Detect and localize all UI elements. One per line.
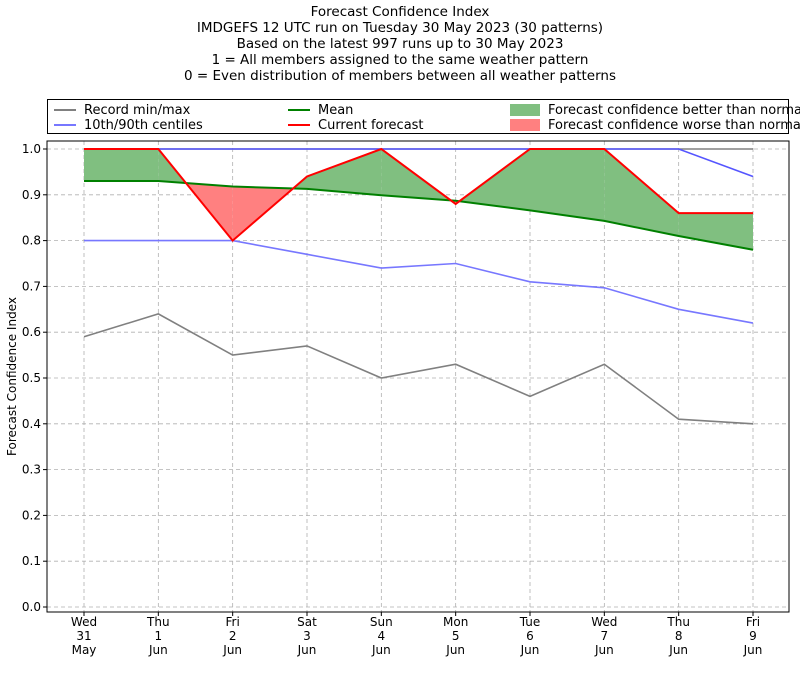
y-tick-label: 0.0 — [22, 600, 41, 614]
series-line-mean — [84, 180, 754, 251]
chart-subtitle-run: IMDGEFS 12 UTC run on Tuesday 30 May 202… — [196, 20, 604, 36]
x-tick-label-line: 7 — [601, 629, 609, 643]
fill-better-than-normal — [530, 149, 605, 221]
x-tick-label-line: Wed — [591, 615, 617, 629]
x-tick-label-line: Jun — [371, 643, 391, 657]
x-tick-label: Thu 8 Jun — [666, 615, 690, 657]
y-tick-label: 0.3 — [22, 463, 41, 477]
chart-legend: Record min/max 10th/90th centiles Mean C… — [47, 99, 800, 134]
x-tick-label-line: Jun — [668, 643, 688, 657]
legend-item-worse: Forecast confidence worse than normal — [510, 117, 800, 133]
x-tick-label: Wed 7 Jun — [591, 615, 617, 657]
x-tick-label-line: Jun — [743, 643, 763, 657]
chart-title: Forecast Confidence Index — [310, 4, 490, 20]
x-tick-label-line: Jun — [520, 643, 540, 657]
legend-swatch-mean — [288, 109, 310, 111]
y-tick-label: 0.5 — [22, 371, 41, 385]
x-tick-label-line: 2 — [229, 629, 237, 643]
x-tick-label-line: 9 — [749, 629, 757, 643]
chart-titles: Forecast Confidence Index IMDGEFS 12 UTC… — [0, 4, 800, 84]
x-tick-label-line: Jun — [594, 643, 614, 657]
chart-subtitle-runs: Based on the latest 997 runs up to 30 Ma… — [236, 36, 564, 52]
x-tick-label-line: Fri — [746, 615, 760, 629]
x-tick-label: Sun 4 Jun — [370, 615, 393, 657]
y-tick-label: 0.1 — [22, 554, 41, 568]
x-tick-label-line: Mon — [443, 615, 468, 629]
x-tick-label: Fri 9 Jun — [743, 615, 763, 657]
fill-better-than-normal — [84, 149, 159, 182]
y-axis-label: Forecast Confidence Index — [5, 297, 19, 456]
series-line-p90 — [84, 148, 754, 178]
x-tick-label: Wed 31 May — [71, 615, 97, 657]
x-tick-label-line: 1 — [155, 629, 163, 643]
x-tick-label: Tue 6 Jun — [519, 615, 541, 657]
legend-label-record: Record min/max — [84, 102, 191, 118]
legend-swatch-centiles — [54, 124, 76, 126]
x-tick-label-line: 3 — [303, 629, 311, 643]
legend-swatch-worse — [510, 119, 540, 131]
x-tick-label-line: May — [72, 643, 97, 657]
x-tick-label-line: 6 — [526, 629, 534, 643]
x-tick-label-line: Wed — [71, 615, 97, 629]
legend-swatch-better — [510, 104, 540, 116]
legend-label-better: Forecast confidence better than normal — [548, 102, 800, 118]
legend-label-worse: Forecast confidence worse than normal — [548, 117, 800, 133]
x-tick-label: Sat 3 Jun — [297, 615, 318, 657]
legend-swatch-record — [54, 109, 76, 111]
x-tick-label-line: Jun — [445, 643, 465, 657]
legend-item-centiles: 10th/90th centiles — [54, 117, 203, 133]
legend-label-current: Current forecast — [318, 117, 424, 133]
y-tick-label: 0.9 — [22, 188, 41, 202]
chart-subtitle-scale-max: 1 = All members assigned to the same wea… — [211, 52, 589, 68]
series-line-p10 — [84, 239, 754, 324]
x-tick-label-line: Sun — [370, 615, 393, 629]
fill-better-than-normal — [307, 149, 382, 196]
legend-swatch-current — [288, 124, 310, 126]
y-tick-label: 0.4 — [22, 417, 41, 431]
x-tick-label-line: Jun — [297, 643, 317, 657]
series-line-record-min — [83, 313, 754, 425]
chart-subtitle-scale-min: 0 = Even distribution of members between… — [183, 68, 617, 84]
x-tick-label-line: Sat — [297, 615, 317, 629]
series-line-current — [84, 147, 753, 243]
fill-better-than-normal — [678, 213, 753, 250]
x-tick-label-line: 5 — [452, 629, 460, 643]
y-tick-label: 0.7 — [22, 279, 41, 293]
legend-item-record: Record min/max — [54, 102, 190, 118]
legend-label-mean: Mean — [318, 102, 354, 118]
x-tick-label-line: Thu — [666, 615, 690, 629]
x-tick-label-line: Jun — [222, 643, 242, 657]
y-tick-label: 0.8 — [22, 234, 41, 248]
x-tick-label-line: 8 — [675, 629, 683, 643]
fill-better-than-normal — [604, 149, 679, 237]
x-tick-label-line: 4 — [378, 629, 386, 643]
legend-item-better: Forecast confidence better than normal — [510, 102, 800, 118]
x-tick-label: Fri 2 Jun — [222, 615, 242, 657]
x-tick-label-line: Jun — [148, 643, 168, 657]
x-tick-label-line: Thu — [146, 615, 170, 629]
y-tick-label: 1.0 — [22, 142, 41, 156]
fill-better-than-normal — [459, 149, 530, 211]
legend-item-mean: Mean — [288, 102, 353, 118]
legend-item-current: Current forecast — [288, 117, 424, 133]
x-tick-label-line: Fri — [226, 615, 240, 629]
y-tick-label: 0.2 — [22, 508, 41, 522]
x-tick-label-line: 31 — [76, 629, 91, 643]
x-tick-label-line: Tue — [519, 615, 541, 629]
plot-frame — [46, 140, 790, 613]
x-tick-label: Mon 5 Jun — [443, 615, 468, 657]
legend-label-centiles: 10th/90th centiles — [84, 117, 203, 133]
y-tick-label: 0.6 — [22, 325, 41, 339]
x-tick-label: Thu 1 Jun — [146, 615, 170, 657]
